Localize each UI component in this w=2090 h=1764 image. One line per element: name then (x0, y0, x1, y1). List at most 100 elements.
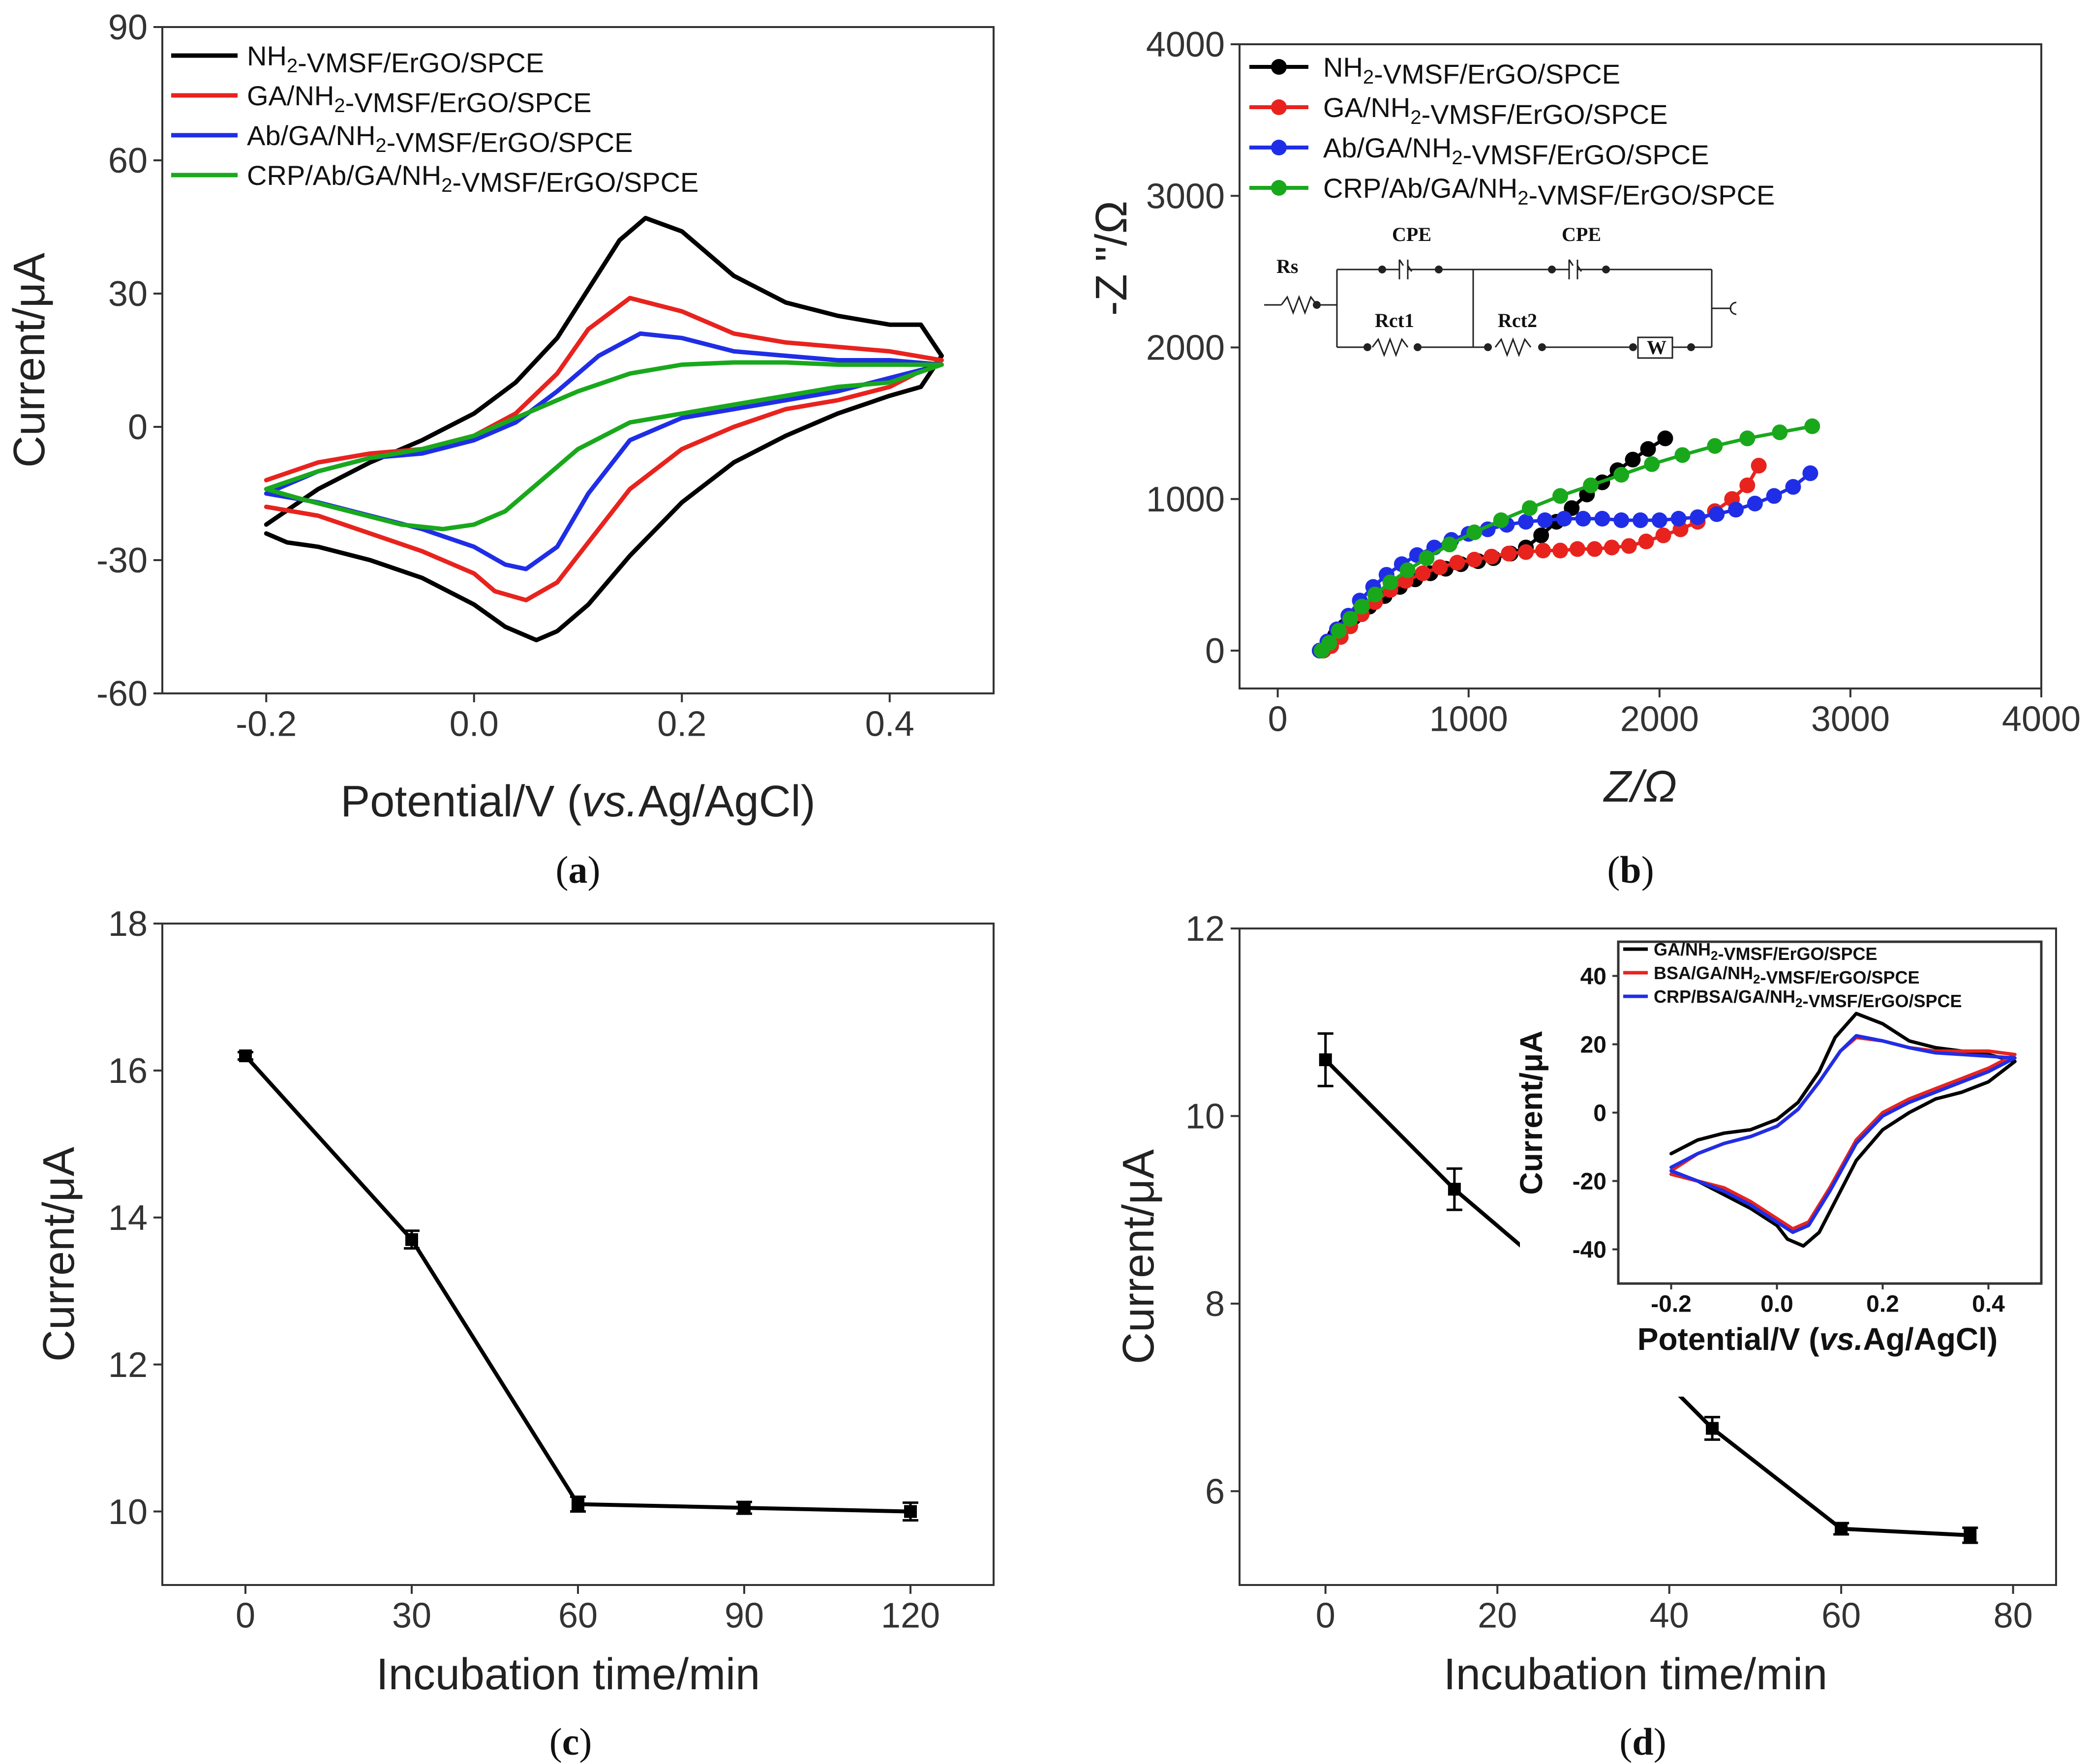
panel-caption: (c) (549, 1720, 592, 1763)
data-line (243, 1054, 912, 1514)
nyquist-point (1569, 541, 1585, 557)
y-tick-label: 12 (1185, 909, 1225, 949)
data-point (738, 1501, 751, 1515)
x-tick-label: -0.2 (236, 704, 297, 744)
circuit-node (1363, 343, 1371, 351)
data-point (904, 1505, 917, 1518)
y-tick-label: 12 (108, 1345, 148, 1385)
y-tick-label: 2000 (1146, 329, 1225, 368)
nyquist-point (1604, 539, 1620, 556)
circuit-label-rct2: Rct2 (1498, 309, 1537, 331)
nyquist-point (1586, 541, 1603, 557)
nyquist-point (1321, 635, 1337, 651)
nyquist-point (1638, 534, 1654, 550)
circuit-terminal (1729, 301, 1737, 315)
inset-cv-chart: -0.2 0.0 0.2 0.4 -40 -20 0 20 40 GA/NH2-VMSF/ErGO… (1514, 937, 2049, 1397)
nyquist-point (1644, 456, 1660, 472)
y-tick-label: 20 (1580, 1032, 1606, 1058)
legend-label: Ab/GA/NH2-VMSF/ErGO/SPCE (1323, 132, 1709, 170)
nyquist-point (1804, 418, 1820, 434)
nyquist-point (1802, 465, 1818, 481)
nyquist-point (1419, 550, 1435, 566)
nyquist-point (1772, 424, 1788, 441)
y-tick-label: 3000 (1146, 177, 1225, 216)
legend-label: NH2-VMSF/ErGO/SPCE (1323, 52, 1620, 90)
nyquist-point (1432, 559, 1448, 575)
nyquist-point (1342, 611, 1359, 627)
nyquist-point (1739, 477, 1756, 493)
legend-label: NH2-VMSF/ErGO/SPCE (247, 40, 544, 78)
resistor-rs (1280, 295, 1318, 315)
nyquist-point (1556, 510, 1572, 527)
x-tick-label: -0.2 (1651, 1291, 1692, 1317)
nyquist-point (1537, 512, 1553, 528)
y-tick-label: -20 (1573, 1168, 1606, 1195)
legend-label: Ab/GA/NH2-VMSF/ErGO/SPCE (247, 120, 633, 158)
x-tick-label: 60 (1821, 1596, 1861, 1635)
x-tick-label: 40 (1650, 1596, 1689, 1635)
circuit-node (1629, 343, 1637, 351)
x-tick-label: 0.2 (657, 704, 706, 744)
panel-caption: (d) (1619, 1720, 1666, 1763)
nyquist-point (1399, 562, 1416, 578)
nyquist-point (1657, 430, 1673, 447)
nyquist-point (1613, 512, 1630, 528)
circuit-label-rs: Rs (1276, 255, 1298, 277)
x-tick-label: 20 (1478, 1596, 1517, 1635)
panel-d-incubation-chart: 0 20 40 60 80 6 8 10 12 Incubation time/min Curren… (1114, 909, 2057, 1763)
y-tick-label: 0 (1593, 1100, 1606, 1126)
y-tick-label: 6 (1205, 1472, 1225, 1511)
nyquist-point (1575, 510, 1591, 527)
y-tick-label: -60 (96, 674, 148, 714)
nyquist-point (1331, 623, 1347, 639)
y-axis-label: -Z "/Ω (1087, 201, 1136, 316)
panel-b-nyquist-chart: 0 1000 2000 3000 4000 0 1000 2000 3000 4000 NH2-VM… (1087, 25, 2081, 891)
nyquist-point (1785, 479, 1801, 495)
data-point (405, 1233, 418, 1246)
nyquist-point (1501, 545, 1517, 562)
nyquist-point (1651, 512, 1667, 528)
legend-marker (1271, 140, 1287, 155)
resistor-rct1 (1371, 337, 1409, 358)
legend-marker (1271, 99, 1287, 115)
y-tick-label: 16 (108, 1051, 148, 1091)
legend-label: CRP/Ab/GA/NH2-VMSF/ErGO/SPCE (1323, 173, 1775, 210)
data-point (1835, 1522, 1848, 1535)
inset-legend-label: BSA/GA/NH2-VMSF/ErGO/SPCE (1654, 963, 1920, 987)
y-tick-label: 0 (1205, 631, 1225, 671)
x-tick-label: 0.2 (1866, 1291, 1899, 1317)
x-axis-label: Z/Ω (1603, 762, 1677, 811)
panel-a-cv-chart: -0.2 0.0 0.2 0.4 -60 -30 0 30 60 90 NH2-VMSF/ErGO/… (5, 8, 995, 891)
nyquist-point (1552, 542, 1568, 559)
x-tick-label: 0.0 (450, 704, 499, 744)
legend-marker (1271, 180, 1287, 196)
x-axis-label: Incubation time/min (376, 1650, 760, 1699)
nyquist-point (1518, 544, 1534, 560)
legend-label: CRP/Ab/GA/NH2-VMSF/ErGO/SPCE (247, 160, 698, 198)
legend-label: GA/NH2-VMSF/ErGO/SPCE (1323, 92, 1668, 130)
nyquist-point (1493, 512, 1509, 528)
x-tick-label: 1000 (1429, 699, 1508, 739)
y-tick-label: 18 (108, 904, 148, 944)
x-tick-label: 0.4 (865, 704, 914, 744)
nyquist-point (1690, 509, 1706, 525)
y-axis-label: Current/μA (34, 1147, 84, 1362)
x-tick-label: 30 (392, 1596, 431, 1635)
y-axis-label: Current/μA (5, 253, 54, 468)
inset-legend-label: GA/NH2-VMSF/ErGO/SPCE (1654, 939, 1878, 964)
circuit-label-rct1: Rct1 (1375, 309, 1414, 331)
nyquist-line (1320, 424, 1814, 653)
cv-curve-GA/NH₂-VMSF/ErGO/SPCE (264, 296, 944, 602)
data-point (1319, 1053, 1332, 1066)
cv-curve-CRP/Ab/GA/NH₂-VMSF/ErGO/SPCE (264, 360, 944, 532)
nyquist-point (1707, 438, 1723, 454)
y-tick-label: 1000 (1146, 480, 1225, 519)
x-tick-label: 2000 (1620, 699, 1699, 739)
nyquist-point (1415, 565, 1431, 581)
y-tick-label: 60 (108, 141, 148, 180)
y-tick-label: -30 (96, 541, 148, 580)
nyquist-point (1382, 574, 1398, 591)
nyquist-point (1621, 538, 1637, 554)
plot-frame (1239, 927, 2057, 1586)
